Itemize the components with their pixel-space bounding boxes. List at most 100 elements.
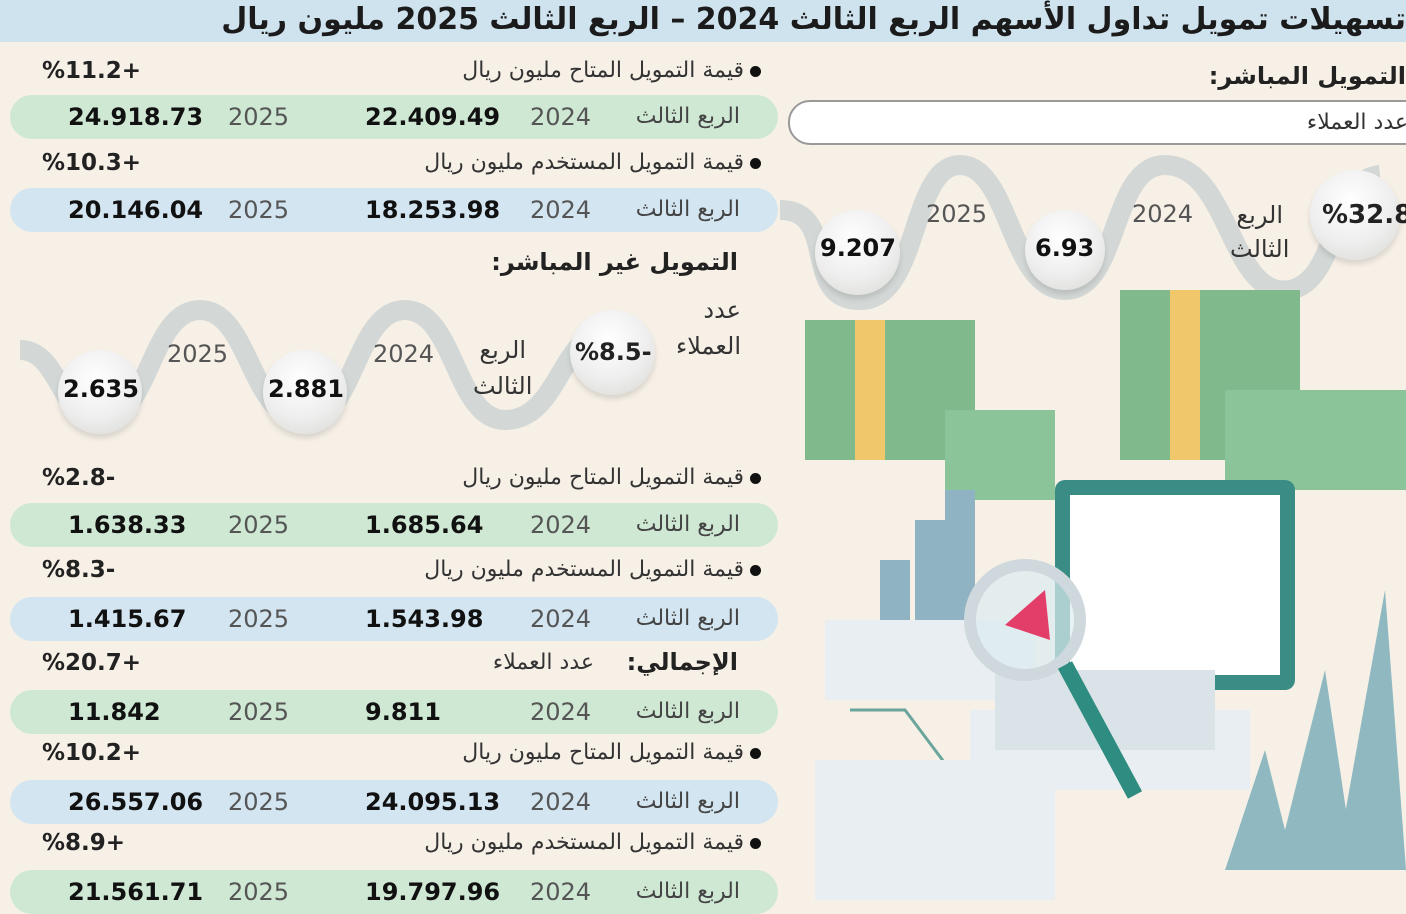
row-label-text: قيمة التمويل المستخدم مليون ريال	[424, 150, 744, 175]
indirect-heading: التمويل غير المباشر:	[491, 248, 738, 276]
direct-clients-label: عدد العملاء	[1306, 110, 1406, 135]
bullet-icon	[750, 157, 761, 169]
change-percent: %10.3+	[42, 150, 142, 176]
change-percent: %8.3-	[42, 557, 116, 583]
bullet-icon	[750, 747, 761, 759]
row-label: قيمة التمويل المتاح مليون ريال	[462, 740, 761, 765]
value-2024: 19.797.96	[365, 878, 501, 906]
year-2025: 2025	[228, 511, 290, 539]
row-label-text: قيمة التمويل المستخدم مليون ريال	[424, 557, 744, 582]
quarter-word: الربع	[479, 336, 527, 364]
year-2025: 2025	[926, 200, 988, 228]
quarter-label: الربع الثالث	[635, 789, 740, 814]
year-2025: 2025	[228, 196, 290, 224]
indirect-clients-label: عدد العملاء	[676, 292, 741, 364]
change-percent: %8.9+	[42, 830, 126, 856]
year-2024: 2024	[530, 605, 592, 633]
value-2025: 11.842	[68, 698, 161, 726]
indirect-clients-2024: 2.881	[268, 375, 344, 403]
value-2024: 1.685.64	[365, 511, 484, 539]
direct-clients-bar: عدد العملاء	[788, 100, 1406, 145]
row-label-text: قيمة التمويل المتاح مليون ريال	[462, 58, 744, 83]
value-2025: 26.557.06	[68, 788, 204, 816]
comparison-row: الربع الثالث 2024 22.409.49 2025 24.918.…	[10, 95, 778, 139]
year-2025: 2025	[228, 103, 290, 131]
comparison-row: الربع الثالث 2024 9.811 2025 11.842	[10, 690, 778, 734]
year-2024: 2024	[530, 196, 592, 224]
comparison-row: الربع الثالث 2024 18.253.98 2025 20.146.…	[10, 188, 778, 232]
year-2024: 2024	[530, 103, 592, 131]
row-label: قيمة التمويل المستخدم مليون ريال	[424, 557, 761, 582]
node	[263, 350, 347, 434]
arrow-icon	[1005, 590, 1050, 640]
comparison-row: الربع الثالث 2024 24.095.13 2025 26.557.…	[10, 780, 778, 824]
bullet-icon	[750, 837, 761, 849]
quarter-label: الربع الثالث	[635, 699, 740, 724]
label-word: العملاء	[675, 332, 741, 360]
direct-clients-2025: 9.207	[820, 234, 896, 262]
value-2024: 22.409.49	[365, 103, 501, 131]
row-label-text: قيمة التمويل المتاح مليون ريال	[462, 740, 744, 765]
year-2024: 2024	[530, 788, 592, 816]
laptop-icon	[995, 480, 1295, 750]
quarter-label: الربع الثالث	[635, 104, 740, 129]
comparison-row: الربع الثالث 2024 19.797.96 2025 21.561.…	[10, 870, 778, 914]
direct-clients-change: %32.8	[1322, 200, 1406, 230]
quarter-label: الربع الثالث	[635, 512, 740, 537]
value-2025: 21.561.71	[68, 878, 204, 906]
title-text: تسهيلات تمويل تداول الأسهم الربع الثالث …	[221, 2, 1406, 37]
quarter-word: الثالث	[473, 372, 533, 400]
indirect-clients-change: %8.5-	[575, 338, 652, 366]
value-2024: 9.811	[365, 698, 441, 726]
node	[58, 350, 142, 434]
value-2025: 1.638.33	[68, 511, 187, 539]
value-2025: 1.415.67	[68, 605, 187, 633]
money-stack-icon	[805, 290, 1406, 500]
year-2024: 2024	[1132, 200, 1194, 228]
spike-chart-icon	[1225, 590, 1406, 870]
comparison-row: الربع الثالث 2024 1.543.98 2025 1.415.67	[10, 597, 778, 641]
row-label-text: قيمة التمويل المتاح مليون ريال	[462, 465, 744, 490]
change-percent: %10.2+	[42, 740, 142, 766]
total-clients-label: عدد العملاء	[492, 650, 594, 675]
quarter-label: الربع الثالث	[635, 879, 740, 904]
value-2024: 24.095.13	[365, 788, 501, 816]
year-2024: 2024	[530, 698, 592, 726]
bullet-icon	[750, 564, 761, 576]
year-2025: 2025	[167, 340, 229, 368]
year-2025: 2025	[228, 698, 290, 726]
value-2025: 24.918.73	[68, 103, 204, 131]
node	[570, 310, 655, 395]
node	[1025, 210, 1105, 290]
year-2025: 2025	[228, 788, 290, 816]
node	[1310, 170, 1400, 260]
value-2025: 20.146.04	[68, 196, 204, 224]
node	[815, 210, 900, 295]
quarter-label: الربع الثالث	[635, 197, 740, 222]
value-2024: 18.253.98	[365, 196, 501, 224]
comparison-row: الربع الثالث 2024 1.685.64 2025 1.638.33	[10, 503, 778, 547]
indirect-clients-2025: 2.635	[63, 375, 139, 403]
row-label: قيمة التمويل المتاح مليون ريال	[462, 58, 761, 83]
bullet-icon	[750, 65, 761, 77]
value-2024: 1.543.98	[365, 605, 484, 633]
change-percent: %2.8-	[42, 465, 116, 491]
row-label-text: قيمة التمويل المستخدم مليون ريال	[424, 830, 744, 855]
direct-heading: التمويل المباشر:	[1208, 62, 1406, 90]
row-label: قيمة التمويل المستخدم مليون ريال	[424, 150, 761, 175]
year-2024: 2024	[530, 878, 592, 906]
finance-illustration	[805, 290, 1406, 900]
row-label: قيمة التمويل المتاح مليون ريال	[462, 465, 761, 490]
quarter-word: الربع	[1236, 201, 1284, 229]
total-clients-change: %20.7+	[42, 650, 142, 676]
row-label: قيمة التمويل المستخدم مليون ريال	[424, 830, 761, 855]
quarter-label: الربع الثالث	[1230, 198, 1289, 266]
bullet-icon	[750, 472, 761, 484]
label-word: عدد	[703, 296, 741, 324]
total-heading: الإجمالي:	[626, 648, 738, 676]
page-title: تسهيلات تمويل تداول الأسهم الربع الثالث …	[0, 0, 1406, 42]
year-2024: 2024	[530, 511, 592, 539]
year-2025: 2025	[228, 605, 290, 633]
change-percent: %11.2+	[42, 58, 142, 84]
direct-clients-2024: 6.93	[1035, 234, 1095, 262]
